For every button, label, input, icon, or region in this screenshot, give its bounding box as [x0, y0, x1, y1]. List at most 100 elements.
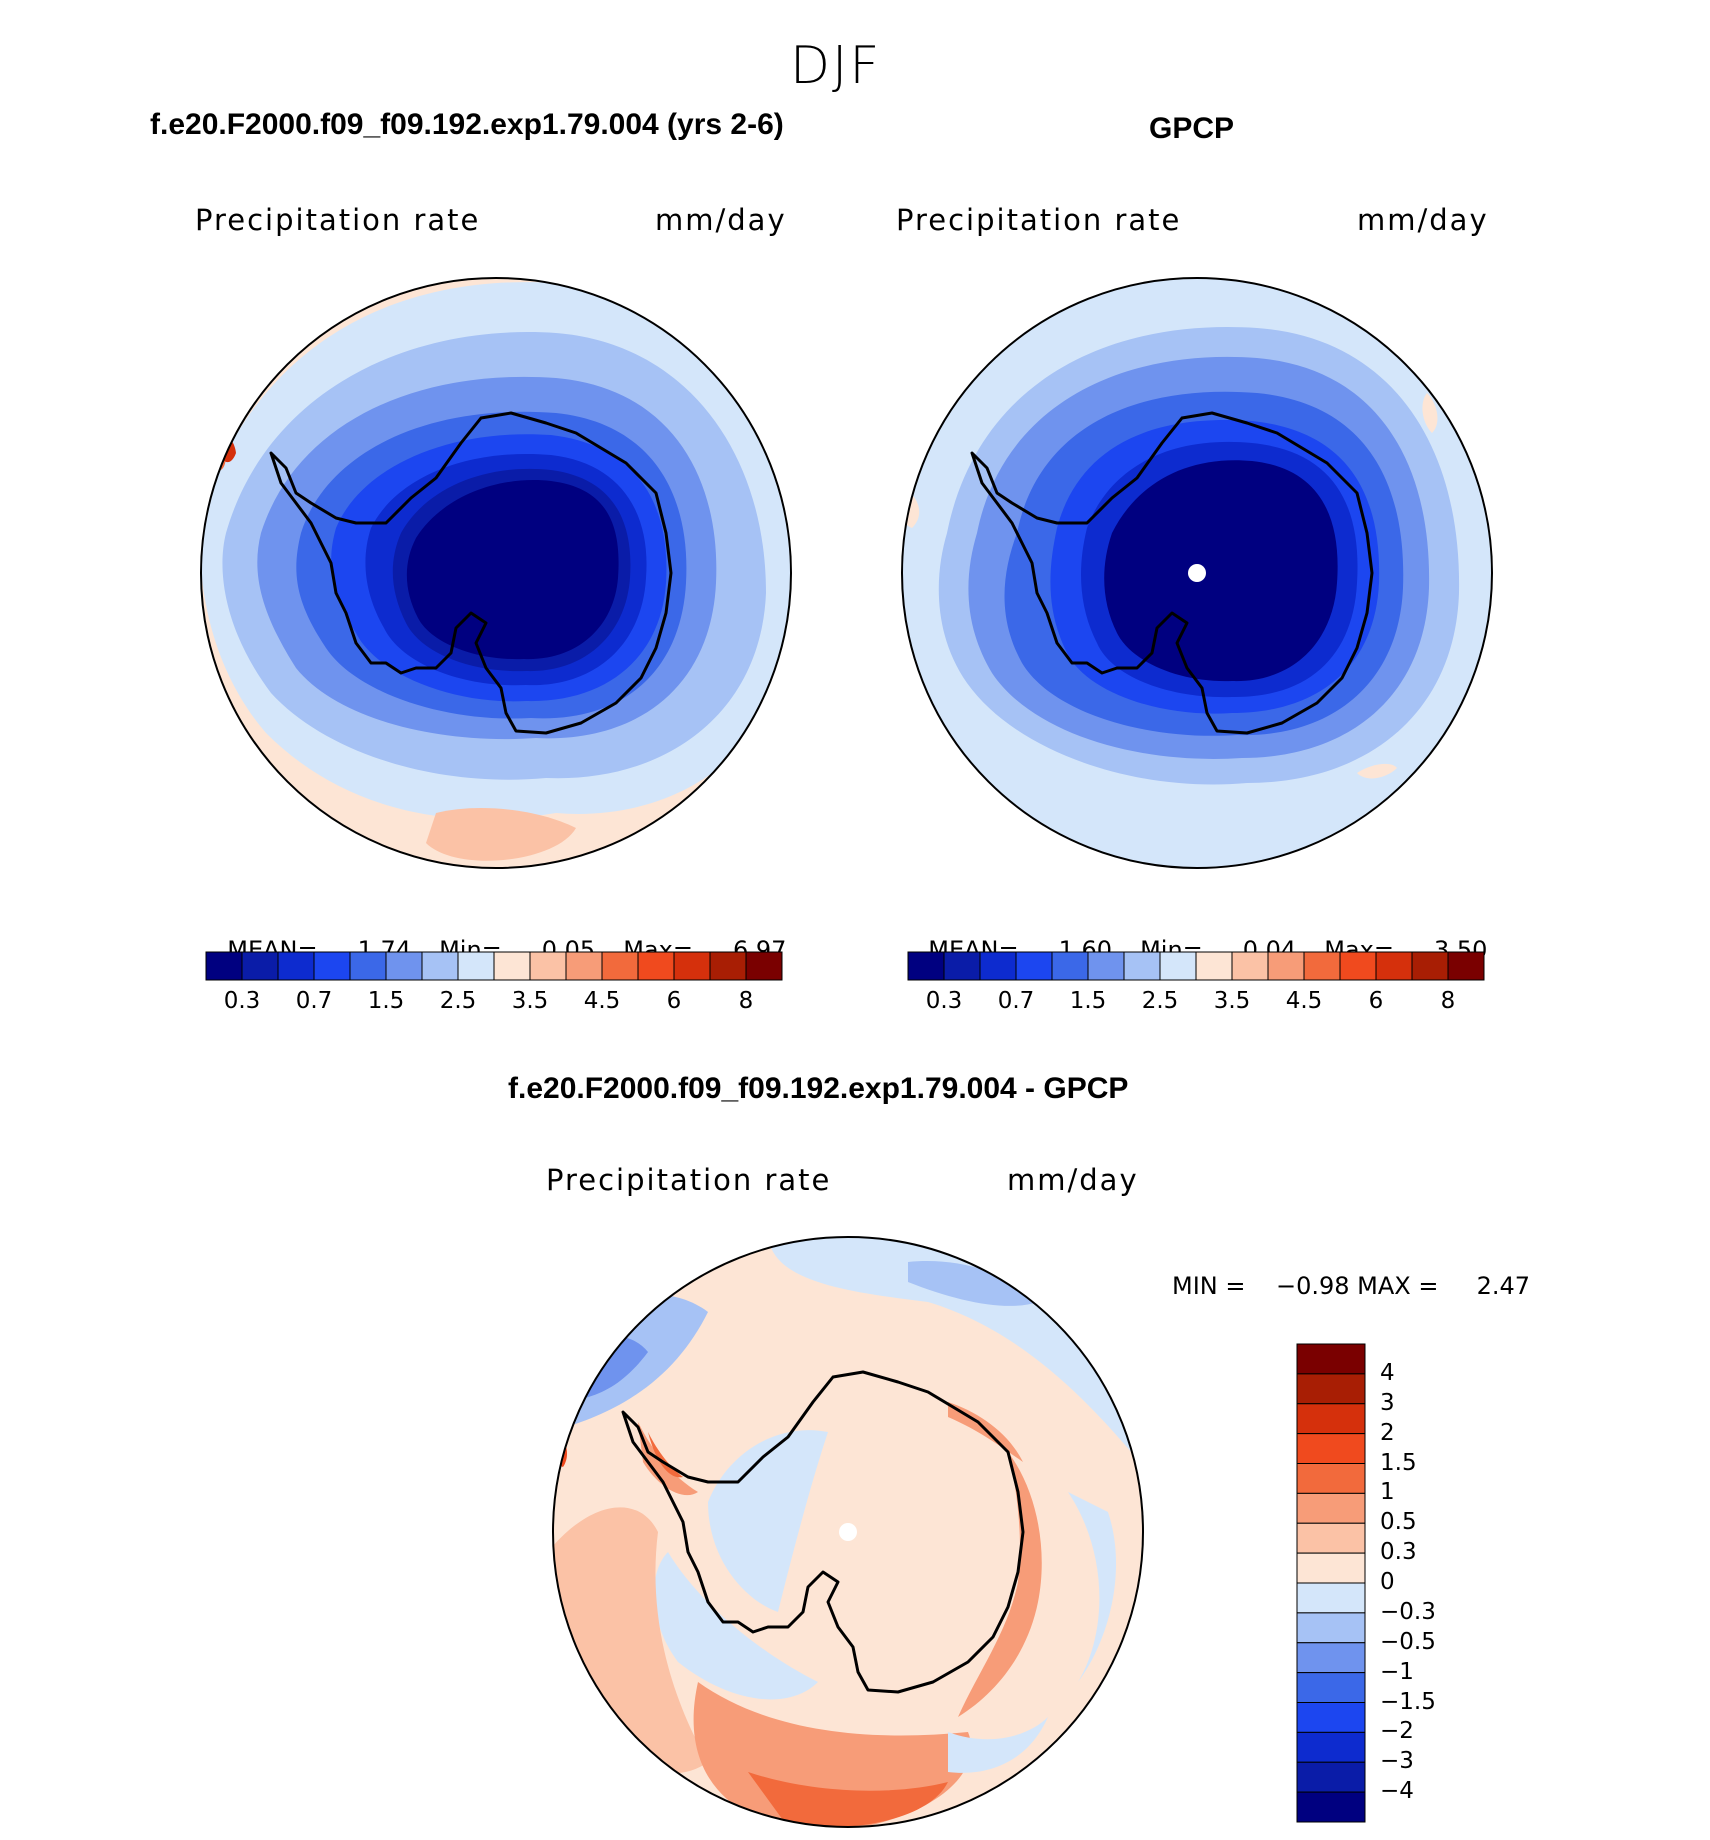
- gpcp-colorbar: [907, 951, 1485, 981]
- model-units-label: mm/day: [655, 203, 787, 237]
- colorbar-swatch: [1296, 1492, 1366, 1524]
- colorbar-swatch: [457, 951, 495, 981]
- colorbar-swatch: [1296, 1522, 1366, 1554]
- colorbar-tick-label: 0.7: [295, 988, 333, 1014]
- colorbar-swatch: [1296, 1552, 1366, 1584]
- colorbar-swatch: [1339, 951, 1377, 981]
- colorbar-tick-label: 6: [666, 988, 682, 1014]
- difference-minmax: MIN = −0.98 MAX = 2.47: [1172, 1272, 1531, 1300]
- colorbar-tick-label: −1: [1380, 1658, 1414, 1685]
- colorbar-tick-label: 4: [1380, 1359, 1395, 1386]
- colorbar-tick-label: 1: [1380, 1479, 1395, 1506]
- colorbar-swatch: [601, 951, 639, 981]
- difference-colorbar: [1296, 1343, 1366, 1823]
- colorbar-swatch: [673, 951, 711, 981]
- colorbar-tick-label: 3.5: [1213, 988, 1251, 1014]
- colorbar-tick-label: 2: [1380, 1419, 1395, 1446]
- colorbar-swatch: [421, 951, 459, 981]
- colorbar-tick-label: −3: [1380, 1748, 1414, 1775]
- colorbar-swatch: [907, 951, 945, 981]
- colorbar-swatch: [1296, 1761, 1366, 1793]
- colorbar-swatch: [745, 951, 783, 981]
- colorbar-tick-label: −0.5: [1380, 1628, 1436, 1655]
- colorbar-swatch: [1231, 951, 1269, 981]
- gpcp-colorbar-ticks: 0.3 0.7 1.5 2.5 3.5 4.5 6 8: [907, 988, 1485, 1018]
- difference-variable-label: Precipitation rate: [546, 1163, 832, 1197]
- difference-colorbar-ticks: 4 3 2 1.5 1 0.5 0.3 0 −0.3 −0.5 −1 −1.5 −2 −3 −4: [1380, 1343, 1460, 1823]
- colorbar-tick-label: 4.5: [1285, 988, 1323, 1014]
- colorbar-tick-label: 4.5: [583, 988, 621, 1014]
- colorbar-swatch: [1296, 1463, 1366, 1494]
- colorbar-swatch: [1296, 1582, 1366, 1614]
- colorbar-tick-label: 0: [1380, 1569, 1395, 1595]
- colorbar-swatch: [1123, 951, 1161, 981]
- colorbar-swatch: [1296, 1373, 1366, 1405]
- colorbar-swatch: [1051, 951, 1089, 981]
- colorbar-tick-label: 0.3: [925, 988, 963, 1014]
- colorbar-swatch: [637, 951, 675, 981]
- colorbar-swatch: [385, 951, 423, 981]
- colorbar-swatch: [1015, 951, 1053, 981]
- colorbar-swatch: [1296, 1642, 1366, 1674]
- colorbar-tick-label: 6: [1368, 988, 1384, 1014]
- season-title: DJF: [790, 36, 882, 96]
- colorbar-swatch: [1296, 1343, 1366, 1375]
- colorbar-swatch: [1447, 951, 1485, 981]
- colorbar-tick-label: 0.7: [997, 988, 1035, 1014]
- gpcp-variable-label: Precipitation rate: [896, 203, 1182, 237]
- colorbar-swatch: [1411, 951, 1449, 981]
- colorbar-swatch: [1296, 1791, 1366, 1823]
- model-panel-title: f.e20.F2000.f09_f09.192.exp1.79.004 (yrs…: [150, 108, 784, 141]
- difference-polar-map: [552, 1236, 1144, 1828]
- colorbar-swatch: [493, 951, 531, 981]
- colorbar-swatch: [1303, 951, 1341, 981]
- gpcp-panel-title: GPCP: [1149, 112, 1235, 145]
- colorbar-swatch: [1296, 1612, 1366, 1644]
- colorbar-tick-label: 0.3: [1380, 1539, 1417, 1566]
- colorbar-swatch: [1159, 951, 1197, 981]
- difference-units-label: mm/day: [1007, 1163, 1139, 1197]
- colorbar-swatch: [1296, 1731, 1366, 1763]
- colorbar-tick-label: −4: [1380, 1778, 1414, 1805]
- colorbar-tick-label: −2: [1380, 1718, 1414, 1745]
- model-variable-label: Precipitation rate: [195, 203, 481, 237]
- colorbar-swatch: [277, 951, 315, 981]
- colorbar-swatch: [1375, 951, 1413, 981]
- colorbar-tick-label: −0.3: [1380, 1598, 1436, 1625]
- colorbar-tick-label: 1.5: [367, 988, 405, 1014]
- colorbar-tick-label: 1.5: [1069, 988, 1107, 1014]
- colorbar-swatch: [313, 951, 351, 981]
- difference-panel-title: f.e20.F2000.f09_f09.192.exp1.79.004 - GP…: [508, 1072, 1129, 1105]
- colorbar-tick-label: 3.5: [511, 988, 549, 1014]
- model-polar-map: [200, 277, 792, 869]
- model-colorbar: [205, 951, 783, 981]
- colorbar-swatch: [1195, 951, 1233, 981]
- colorbar-swatch: [241, 951, 279, 981]
- colorbar-swatch: [349, 951, 387, 981]
- colorbar-swatch: [709, 951, 747, 981]
- colorbar-tick-label: 2.5: [439, 988, 477, 1014]
- colorbar-tick-label: 0.5: [1380, 1509, 1417, 1536]
- gpcp-polar-map: [901, 277, 1493, 869]
- model-colorbar-ticks: 0.3 0.7 1.5 2.5 3.5 4.5 6 8: [205, 988, 783, 1018]
- colorbar-tick-label: 8: [1440, 988, 1456, 1014]
- colorbar-tick-label: 3: [1380, 1389, 1395, 1416]
- colorbar-swatch: [1296, 1403, 1366, 1435]
- colorbar-tick-label: 1.5: [1380, 1449, 1417, 1476]
- colorbar-swatch: [1087, 951, 1125, 981]
- colorbar-tick-label: 2.5: [1141, 988, 1179, 1014]
- colorbar-tick-label: 8: [738, 988, 754, 1014]
- colorbar-swatch: [205, 951, 243, 981]
- colorbar-swatch: [943, 951, 981, 981]
- pole-hole-marker: [839, 1523, 857, 1541]
- colorbar-swatch: [1296, 1672, 1366, 1703]
- colorbar-tick-label: −1.5: [1380, 1688, 1436, 1715]
- colorbar-swatch: [979, 951, 1017, 981]
- pole-hole-marker: [1188, 564, 1206, 582]
- colorbar-swatch: [1296, 1433, 1366, 1464]
- gpcp-units-label: mm/day: [1357, 203, 1489, 237]
- colorbar-swatch: [565, 951, 603, 981]
- colorbar-swatch: [529, 951, 567, 981]
- colorbar-swatch: [1296, 1702, 1366, 1733]
- colorbar-tick-label: 0.3: [223, 988, 261, 1014]
